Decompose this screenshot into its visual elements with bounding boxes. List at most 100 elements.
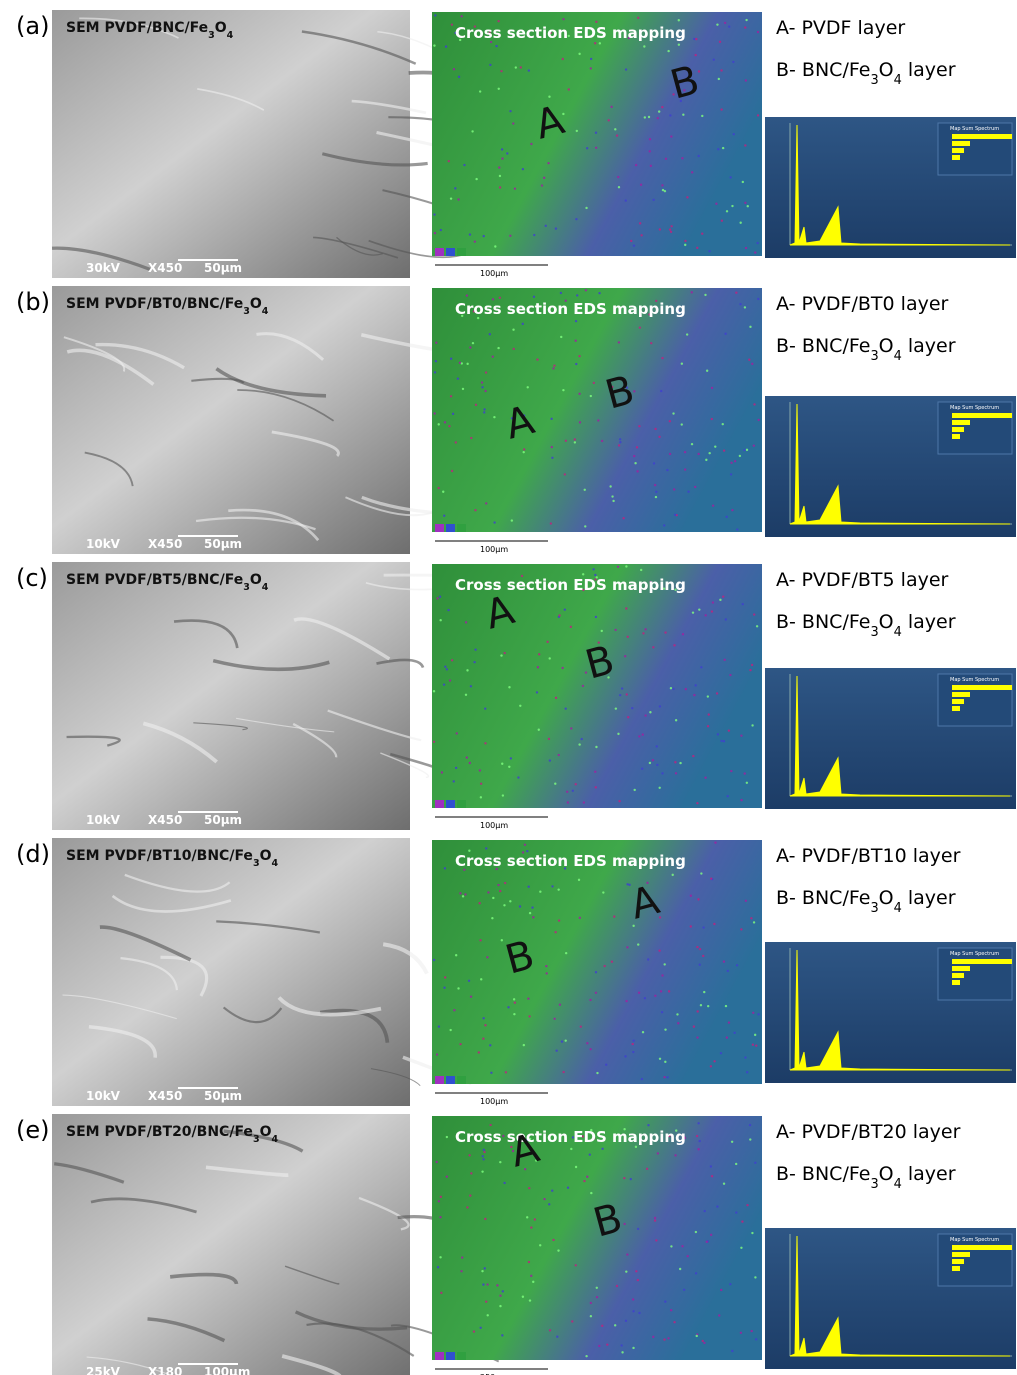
eds-dot (751, 363, 753, 365)
eds-dot (614, 629, 616, 631)
element-chip (435, 1352, 444, 1360)
element-chip (446, 524, 455, 532)
eds-dot (594, 771, 596, 773)
eds-dot (641, 768, 643, 770)
eds-dot (448, 425, 450, 427)
eds-dot (739, 455, 741, 457)
eds-dot (681, 1245, 683, 1247)
text-segment: 4 (894, 349, 902, 364)
eds-dot (695, 1231, 697, 1233)
eds-dot (682, 114, 684, 116)
eds-dot (498, 88, 500, 90)
legend-bar (952, 155, 960, 160)
eds-dot (625, 607, 627, 609)
eds-dot (543, 177, 545, 179)
eds-dot (501, 157, 503, 159)
eds-dot (439, 1216, 441, 1218)
eds-dot (676, 1013, 678, 1015)
eds-dot (499, 297, 501, 299)
eds-dot (617, 566, 619, 568)
eds-dot (447, 609, 449, 611)
eds-dot (728, 25, 730, 27)
eds-dot (670, 225, 672, 227)
eds-dot (474, 240, 476, 242)
eds-dot (722, 595, 724, 597)
eds-dot (746, 1204, 748, 1206)
eds-dot (595, 616, 597, 618)
eds-dot (498, 166, 500, 168)
eds-dot (565, 952, 567, 954)
eds-dot (449, 1029, 451, 1031)
eds-dot (684, 240, 686, 242)
eds-dot (619, 441, 621, 443)
eds-dot (757, 114, 759, 116)
eds-dot (528, 69, 530, 71)
eds-dot (433, 44, 435, 46)
eds-dot (655, 496, 657, 498)
eds-dot (746, 782, 748, 784)
eds-dot (673, 644, 675, 646)
eds-dot (638, 735, 640, 737)
eds-dot (512, 122, 514, 124)
eds-dot (746, 449, 748, 451)
text-segment: 3 (870, 73, 878, 88)
eds-dot (532, 1281, 534, 1283)
eds-dot (616, 1285, 618, 1287)
eds-dot (538, 729, 540, 731)
eds-dot (598, 1345, 600, 1347)
eds-dot (717, 148, 719, 150)
sem-scale-text: 50μm (204, 261, 242, 275)
eds-dot (706, 370, 708, 372)
eds-dot (635, 1270, 637, 1272)
eds-dot (687, 1255, 689, 1257)
eds-dot (546, 641, 548, 643)
eds-dot (523, 451, 525, 453)
eds-dot (541, 184, 543, 186)
eds-dot (555, 1050, 557, 1052)
eds-dot (590, 1192, 592, 1194)
eds-dot (693, 1025, 695, 1027)
eds-dot (501, 1334, 503, 1336)
eds-dot (618, 341, 620, 343)
eds-dot (594, 42, 596, 44)
eds-dot (719, 599, 721, 601)
eds-dot (492, 355, 494, 357)
eds-dot (674, 1154, 676, 1156)
eds-dot (501, 763, 503, 765)
text-segment: 4 (262, 582, 269, 593)
eds-dot (706, 1241, 708, 1243)
eds-dot (740, 1247, 742, 1249)
eds-dot (698, 608, 700, 610)
eds-dot (529, 1299, 531, 1301)
sem-scale-text: 50μm (204, 1089, 242, 1103)
eds-dot (720, 108, 722, 110)
eds-dot (433, 213, 435, 215)
panel-label: (e) (16, 1116, 50, 1144)
eds-dot (644, 116, 646, 118)
eds-dot (506, 152, 508, 154)
eds-dot (481, 386, 483, 388)
map-scale-text: 100μm (480, 1097, 508, 1106)
eds-dot (543, 1198, 545, 1200)
panel-label: (d) (16, 840, 50, 868)
eds-dot (720, 1289, 722, 1291)
eds-dot (695, 38, 697, 40)
eds-dot (749, 326, 751, 328)
eds-dot (451, 23, 453, 25)
eds-dot (696, 946, 698, 948)
sem-scale-text: 25kV (86, 1365, 121, 1375)
eds-dot (749, 1138, 751, 1140)
eds-dot (590, 1315, 592, 1317)
eds-dot (632, 1347, 634, 1349)
eds-dot (464, 893, 466, 895)
eds-dot (701, 233, 703, 235)
sem-scale-text: 10kV (86, 537, 121, 551)
eds-dot (483, 408, 485, 410)
eds-dot (500, 654, 502, 656)
text-segment: layer (902, 611, 956, 633)
eds-dot (583, 1180, 585, 1182)
eds-dot (654, 995, 656, 997)
eds-dot (623, 1223, 625, 1225)
eds-dot (482, 1038, 484, 1040)
eds-dot (440, 229, 442, 231)
